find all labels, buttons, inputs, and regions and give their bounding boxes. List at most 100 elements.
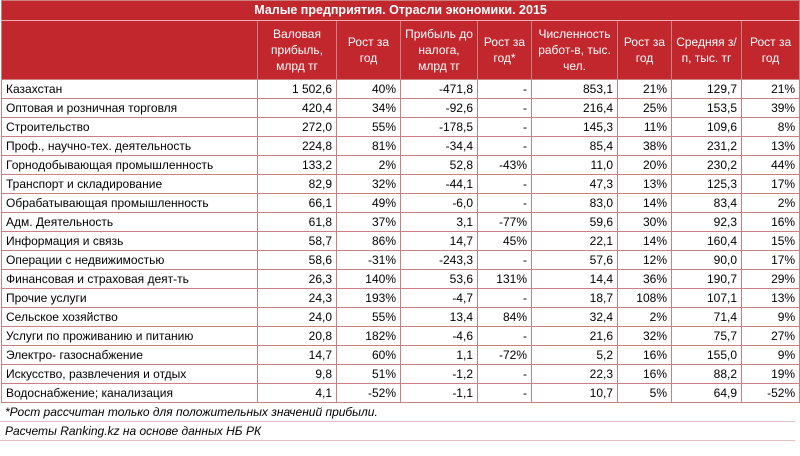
table-cell: 190,7 (671, 269, 742, 289)
table-row: Водоснабжение; канализация 4,1 -52% -1,1-10… (1, 383, 800, 403)
table-cell: 9% (740, 307, 800, 327)
table-cell: -471,8 (400, 79, 478, 99)
table-cell: - (477, 193, 532, 213)
table-cell: -1,2 (400, 364, 478, 384)
table-cell: -52% (336, 383, 401, 403)
table-cell: 52,8 (400, 155, 478, 175)
table-cell: 32,4 (531, 307, 618, 327)
table-cell: 32% (617, 326, 672, 346)
table-cell: 57,6 (531, 250, 618, 270)
table-cell: -4,7 (400, 288, 478, 308)
table-cell: 108% (617, 288, 672, 308)
table-cell: 30% (617, 212, 672, 232)
table-cell: - (477, 288, 532, 308)
row-label: Адм. Деятельность (1, 212, 258, 232)
table-cell: 13% (740, 288, 800, 308)
row-label: Прочие услуги (1, 288, 258, 308)
table-cell: 17% (740, 174, 800, 194)
table-cell: 155,0 (671, 345, 742, 365)
table-cell: 83,4 (671, 193, 742, 213)
table-row: Электро- газоснабжение 14,7 60% 1,1 -72% 5,2 1… (1, 345, 800, 365)
table-cell: 90,0 (671, 250, 742, 270)
table-cell: 75,7 (671, 326, 742, 346)
table-cell: 14% (617, 193, 672, 213)
table-cell: 2% (740, 193, 800, 213)
table-cell: 84% (477, 307, 532, 327)
column-header: Рост за год* (477, 20, 532, 80)
table-cell: -1,1 (400, 383, 478, 403)
table-cell: -34,4 (400, 136, 478, 156)
table-body: Казахстан 1 502,6 40% -471,8-853,1 21% 129,7 2… (1, 79, 800, 403)
row-label: Оптовая и розничная торговля (1, 98, 258, 118)
table-cell: 131% (477, 269, 532, 289)
row-label: Транспорт и складирование (1, 174, 258, 194)
table-cell: 82,9 (257, 174, 337, 194)
table-cell: -43% (477, 155, 532, 175)
table-cell: 92,3 (671, 212, 742, 232)
row-label: Информация и связь (1, 231, 258, 251)
table-cell: 58,6 (257, 250, 337, 270)
table-cell: 37% (336, 212, 401, 232)
table-cell: - (477, 98, 532, 118)
table-cell: 25% (617, 98, 672, 118)
table-cell: 59,6 (531, 212, 618, 232)
table-row: Прочие услуги 24,3 193% -4,7-18,7 108% 107,1 1… (1, 288, 800, 308)
table-cell: 71,4 (671, 307, 742, 327)
table-cell: 22,3 (531, 364, 618, 384)
column-header: Рост за год (740, 20, 800, 80)
table-row: Услуги по проживанию и питанию 20,8 182% -4… (1, 326, 800, 346)
table-cell: 8% (740, 117, 800, 137)
table-cell: 60% (336, 345, 401, 365)
table-cell: 160,4 (671, 231, 742, 251)
table-cell: - (477, 117, 532, 137)
table-cell: 53,6 (400, 269, 478, 289)
footnote: *Рост рассчитан только для положительных… (0, 403, 795, 422)
table-cell: 5% (617, 383, 672, 403)
table-cell: 5,2 (531, 345, 618, 365)
table-cell: 83,0 (531, 193, 618, 213)
table-cell: 224,8 (257, 136, 337, 156)
table-cell: 182% (336, 326, 401, 346)
table-row: Обрабатывающая промышленность 66,1 49% -6,0… (1, 193, 800, 213)
table-cell: 4,1 (257, 383, 337, 403)
table-cell: - (477, 136, 532, 156)
column-header: Рост за год (336, 20, 401, 80)
row-label: Горнодобывающая промышленность (1, 155, 258, 175)
table-row: Информация и связь 58,7 86% 14,7 45% 22,1 14% 1… (1, 231, 800, 251)
table-cell: 24,3 (257, 288, 337, 308)
column-header-row: Валовая прибыль, млрд тг Рост за год Прибы… (1, 20, 800, 80)
table-cell: -77% (477, 212, 532, 232)
table-cell: 20% (617, 155, 672, 175)
table-cell: - (477, 250, 532, 270)
table-cell: 216,4 (531, 98, 618, 118)
table-cell: 21% (740, 79, 800, 99)
table-cell: 29% (740, 269, 800, 289)
table-row: Операции с недвижимостью 58,6 -31% -243,3-5… (1, 250, 800, 270)
table-row: Проф., научно-тех. деятельность 224,8 81% -… (1, 136, 800, 156)
table-cell: 230,2 (671, 155, 742, 175)
table-cell: 129,7 (671, 79, 742, 99)
row-label: Электро- газоснабжение (1, 345, 258, 365)
row-label: Казахстан (1, 79, 258, 99)
row-label: Операции с недвижимостью (1, 250, 258, 270)
table-cell: 2% (617, 307, 672, 327)
table-row: Строительство 272,0 55% -178,5-145,3 11% 109,… (1, 117, 800, 137)
table-cell: 16% (740, 212, 800, 232)
table-title: Малые предприятия. Отрасли экономики. 20… (0, 0, 800, 21)
row-label: Сельское хозяйство (1, 307, 258, 327)
table-cell: -44,1 (400, 174, 478, 194)
table-row: Оптовая и розничная торговля 420,4 34% -92,… (1, 98, 800, 118)
table-cell: 61,8 (257, 212, 337, 232)
table-cell: 55% (336, 307, 401, 327)
table-cell: 14,7 (400, 231, 478, 251)
table-cell: 40% (336, 79, 401, 99)
column-header: Рост за год (617, 20, 672, 80)
table-cell: 55% (336, 117, 401, 137)
table-cell: 10,7 (531, 383, 618, 403)
table-cell: 20,8 (257, 326, 337, 346)
table-cell: 36% (617, 269, 672, 289)
table-cell: 3,1 (400, 212, 478, 232)
table-cell: 14% (617, 231, 672, 251)
row-label: Водоснабжение; канализация (1, 383, 258, 403)
row-label: Обрабатывающая промышленность (1, 193, 258, 213)
